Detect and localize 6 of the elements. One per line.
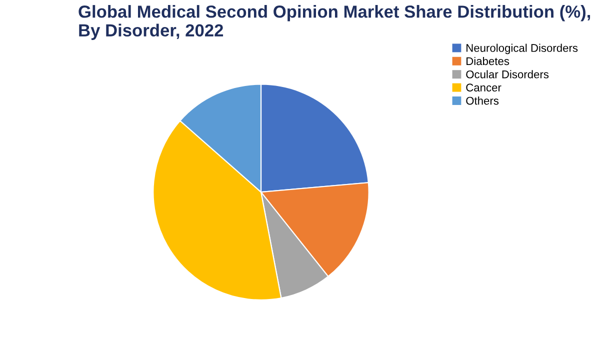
chart-title: Global Medical Second Opinion Market Share Distribution (%), By Disorder, 2022 — [78, 5, 590, 40]
legend-label: Diabetes — [466, 56, 510, 66]
legend-label: Others — [466, 96, 499, 105]
legend-label: Ocular Disorders — [466, 70, 549, 78]
legend-label: Cancer — [466, 84, 502, 92]
legend-label: Neurological Disorders — [466, 44, 578, 54]
